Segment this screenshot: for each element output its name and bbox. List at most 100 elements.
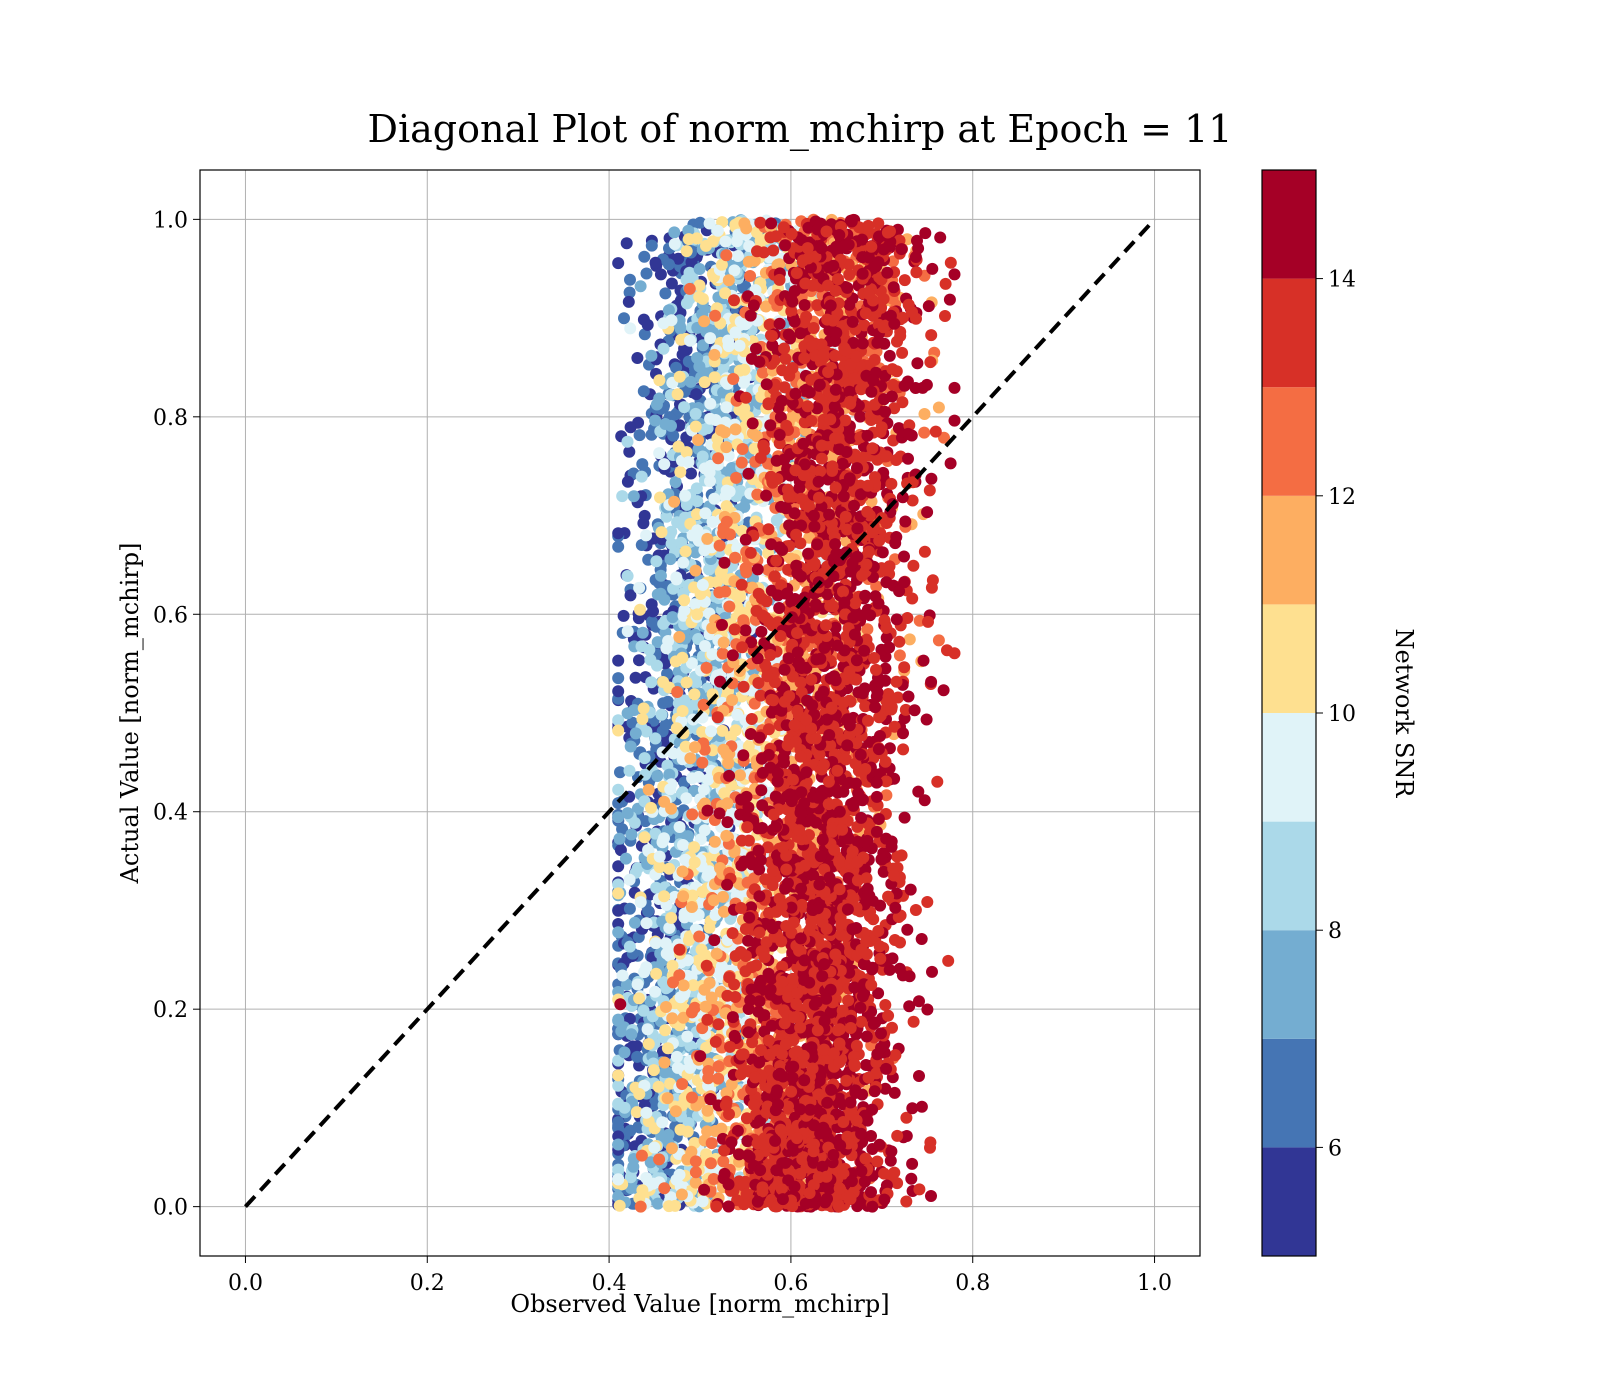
scatter-point [640,917,653,930]
scatter-point [688,688,701,701]
scatter-point [686,808,699,821]
scatter-point [647,605,659,618]
scatter-point [612,540,625,553]
scatter-point [672,440,685,453]
scatter-point [677,556,690,569]
scatter-point [665,277,678,290]
scatter-point [671,686,684,698]
scatter-point [618,312,630,325]
scatter-point [651,588,664,601]
scatter-point [893,649,906,662]
scatter-point [623,873,636,886]
scatter-point [656,1116,669,1129]
scatter-point [710,947,723,960]
scatter-point [620,237,633,250]
scatter-point [621,570,634,582]
scatter-point [621,435,634,448]
scatter-point [636,458,649,471]
scatter-point [635,539,648,551]
scatter-point [670,573,683,586]
scatter-point [689,1155,702,1168]
scatter-point [723,769,736,782]
scatter-point [693,360,706,373]
scatter-point [715,424,728,437]
scatter-point [708,492,721,505]
scatter-point [634,1200,647,1213]
scatter-point [673,370,686,383]
scatter-point [690,482,703,495]
scatter-point [664,553,677,566]
scatter-point [744,270,757,282]
scatter-point [627,490,640,503]
scatter-point [723,528,736,541]
scatter-point [688,841,701,854]
scatter-point [614,766,626,779]
scatter-point [637,702,650,715]
scatter-point [634,603,646,616]
scatter-point [638,328,651,341]
scatter-point [648,1141,661,1154]
scatter-point [685,256,698,269]
scatter-point [612,860,625,873]
scatter-point [703,921,716,934]
scatter-point [625,828,638,841]
scatter-point [720,515,733,528]
scatter-point [703,563,716,576]
scatter-point [699,640,711,652]
scatter-point [665,1142,678,1155]
scatter-point [720,500,733,513]
scatter-point [898,550,910,563]
scatter-point [666,1012,679,1025]
scatter-point [733,339,746,352]
scatter-point [674,1123,687,1136]
scatter-point [631,978,644,991]
scatter-point [623,445,636,458]
scatter-point [700,661,713,674]
scatter-point [680,676,693,689]
scatter-point [705,1137,718,1150]
scatter-point [663,862,676,875]
scatter-point [656,836,669,849]
scatter-point [939,277,952,290]
scatter-point [612,257,625,270]
scatter-point [631,1050,644,1063]
scatter-point [616,490,629,503]
scatter-point [634,896,647,909]
scatter-point [638,752,651,765]
scatter-point [663,1200,675,1213]
scatter-point [651,659,663,672]
scatter-point [727,373,740,385]
scatter-point [685,901,698,913]
scatter-point [616,823,629,836]
scatter-point [681,1030,694,1043]
scatter-point [717,743,730,756]
scatter-point [948,414,961,427]
scatter-point [641,1023,654,1036]
scatter-point [633,429,646,442]
scatter-point [685,467,697,480]
scatter-point [694,1050,707,1063]
scatter-point [647,1177,660,1190]
scatter-point [713,539,726,552]
scatter-point [674,991,687,1004]
scatter-points [612,213,961,1213]
scatter-point [668,226,681,239]
scatter-point [737,376,750,389]
scatter-point [904,883,917,896]
scatter-point [676,1078,689,1090]
scatter-point [720,249,733,262]
scatter-point [734,769,746,782]
scatter-point [622,295,635,308]
scatter-point [673,631,686,643]
scatter-point [654,569,667,582]
scatter-point [658,458,671,471]
scatter-point [737,680,750,693]
scatter-point [716,618,728,631]
scatter-point [623,940,636,953]
scatter-point [637,517,650,530]
scatter-point [693,930,706,943]
scatter-point [638,831,651,844]
scatter-point [684,752,697,765]
scatter-point [658,1056,671,1069]
scatter-point [907,1015,920,1028]
